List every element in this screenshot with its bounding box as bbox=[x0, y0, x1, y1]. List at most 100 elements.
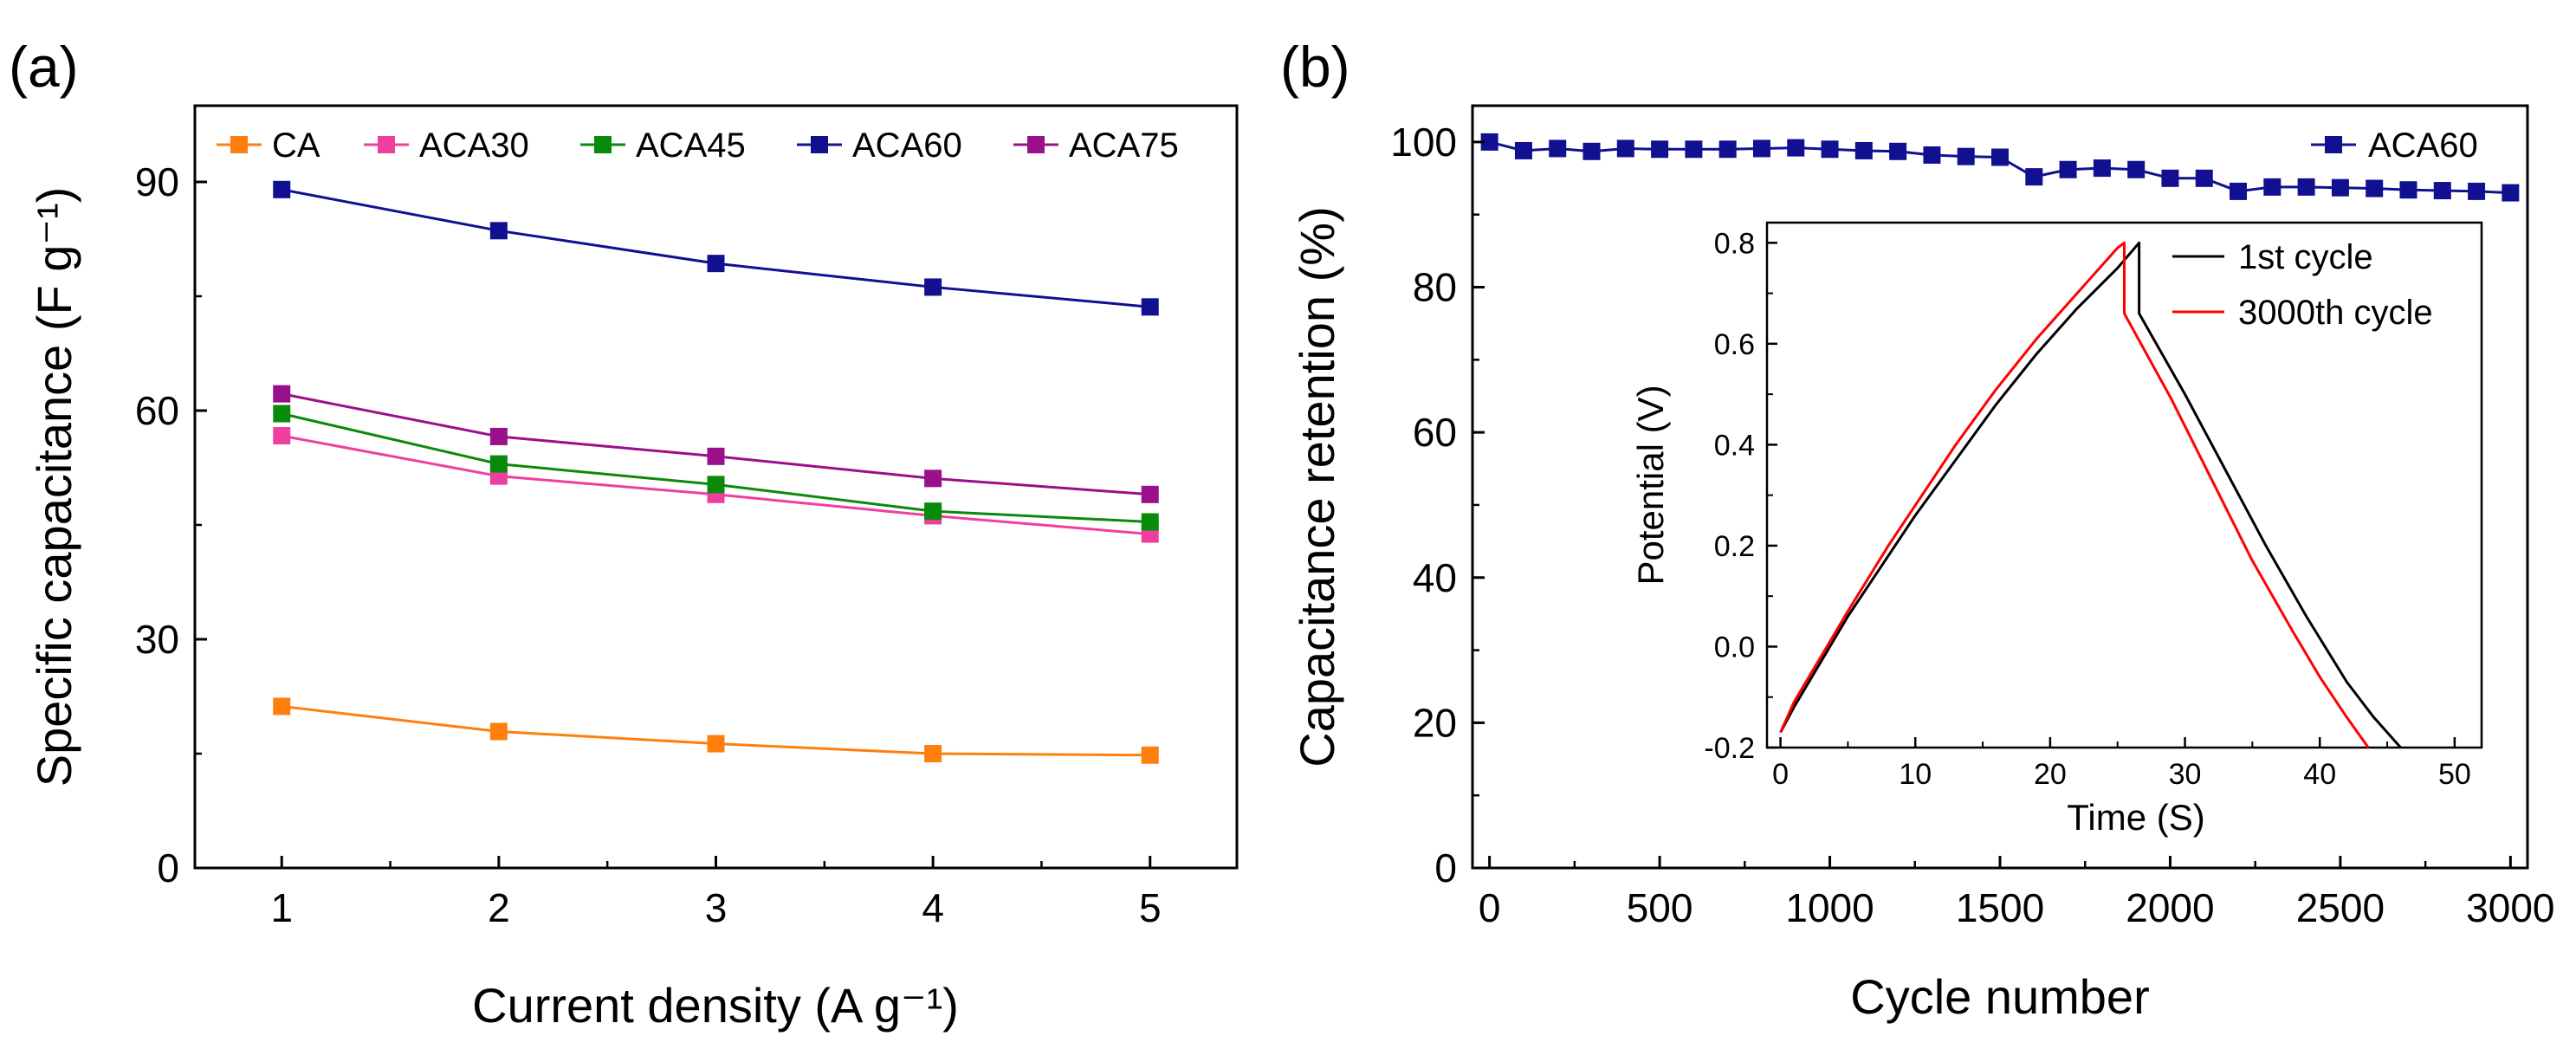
data-point-ACA60 bbox=[1923, 146, 1941, 164]
data-point-ACA60 bbox=[2502, 184, 2520, 202]
data-point-ACA45 bbox=[924, 502, 942, 521]
x-tick-label: 2500 bbox=[2296, 885, 2385, 930]
chart-a-xlabel: Current density (A g⁻¹) bbox=[472, 978, 959, 1033]
chart-b-xlabel: Cycle number bbox=[1850, 969, 2149, 1024]
data-point-CA bbox=[707, 735, 725, 753]
panel-a-label: (a) bbox=[9, 35, 79, 99]
legend-label-CA: CA bbox=[272, 126, 320, 165]
legend-marker-ACA45 bbox=[594, 136, 612, 153]
data-point-ACA60 bbox=[2468, 182, 2486, 200]
data-point-ACA45 bbox=[273, 405, 291, 423]
y-tick-label: 0 bbox=[1434, 845, 1457, 890]
inset-y-tick-label: 0.2 bbox=[1714, 530, 1755, 563]
inset-series-line-3000th-cycle bbox=[1779, 241, 2370, 748]
inset-y-tick-label: 0.0 bbox=[1714, 631, 1755, 664]
data-point-ACA60 bbox=[2366, 179, 2384, 198]
data-point-ACA60 bbox=[1582, 142, 1601, 160]
data-point-ACA60 bbox=[2059, 160, 2077, 178]
x-tick-label: 5 bbox=[1139, 885, 1162, 930]
data-point-CA bbox=[273, 697, 291, 716]
x-tick-label: 3 bbox=[705, 885, 728, 930]
x-tick-label: 2000 bbox=[2126, 885, 2214, 930]
data-point-ACA60 bbox=[273, 180, 291, 198]
chart-b-ylabel: Capacitance retention (%) bbox=[1290, 206, 1344, 767]
chart-a: 1 2 3 4 5 0 30 60 90 CA ACA30 ACA45 ACA60 ACA75 Curr… bbox=[27, 104, 1239, 1033]
inset-y-tick-label: 0.6 bbox=[1714, 328, 1755, 361]
inset-y-tick-label: 0.4 bbox=[1714, 429, 1755, 462]
legend-label-ACA45: ACA45 bbox=[636, 126, 746, 165]
data-point-ACA60 bbox=[1889, 142, 1907, 160]
legend-marker-ACA75 bbox=[1027, 136, 1045, 153]
y-tick-label: 100 bbox=[1390, 120, 1457, 165]
x-tick-label: 1 bbox=[270, 885, 293, 930]
panel-b-label: (b) bbox=[1280, 35, 1350, 99]
data-point-ACA60 bbox=[2297, 178, 2315, 196]
data-point-ACA75 bbox=[707, 447, 725, 465]
data-point-ACA30 bbox=[273, 427, 291, 445]
data-point-ACA60 bbox=[1651, 140, 1669, 159]
data-point-ACA75 bbox=[924, 469, 942, 488]
data-point-ACA60 bbox=[2331, 178, 2349, 197]
legend-marker-ACA30 bbox=[378, 136, 395, 153]
data-point-ACA60 bbox=[2263, 178, 2282, 196]
series-line-ACA45 bbox=[281, 412, 1150, 523]
legend-marker-ACA60 bbox=[2325, 136, 2342, 153]
data-point-CA bbox=[489, 722, 508, 741]
x-tick-label: 1000 bbox=[1785, 885, 1874, 930]
chart-a-ylabel: Specific capacitance (F g⁻¹) bbox=[27, 187, 81, 787]
legend-label-ACA75: ACA75 bbox=[1069, 126, 1179, 165]
inset-x-tick-label: 40 bbox=[2303, 758, 2336, 791]
data-point-CA bbox=[1141, 746, 1159, 764]
x-tick-label: 0 bbox=[1479, 885, 1501, 930]
chart-a-legend: CA ACA30 ACA45 ACA60 ACA75 bbox=[217, 126, 1179, 165]
y-tick-label: 60 bbox=[135, 388, 179, 433]
legend-marker-CA bbox=[230, 136, 248, 153]
data-point-ACA60 bbox=[1752, 139, 1770, 158]
data-point-ACA60 bbox=[2161, 169, 2179, 187]
inset-legend-label-1st-cycle: 1st cycle bbox=[2238, 238, 2373, 276]
legend-label-ACA60: ACA60 bbox=[2368, 126, 2478, 165]
x-tick-label: 3000 bbox=[2466, 885, 2554, 930]
data-point-ACA75 bbox=[489, 427, 508, 445]
chart-inset: 0 10 20 30 40 50 -0.2 0.0 0.2 0.4 0.6 0.8 1st cycle… bbox=[1630, 221, 2483, 838]
data-point-ACA60 bbox=[1616, 139, 1634, 158]
data-point-ACA60 bbox=[1821, 140, 1839, 159]
inset-x-tick-label: 0 bbox=[1772, 758, 1789, 791]
data-point-ACA60 bbox=[707, 255, 725, 273]
data-point-ACA60 bbox=[2230, 182, 2248, 200]
data-point-ACA60 bbox=[924, 278, 942, 296]
inset-x-tick-label: 10 bbox=[1899, 758, 1932, 791]
chart-inset-xlabel: Time (S) bbox=[2067, 797, 2204, 838]
inset-y-tick-label: -0.2 bbox=[1704, 732, 1755, 765]
data-point-CA bbox=[924, 745, 942, 762]
inset-y-tick-label: 0.8 bbox=[1714, 227, 1755, 260]
chart-inset-ylabel: Potential (V) bbox=[1630, 385, 1671, 585]
x-tick-label: 2 bbox=[488, 885, 510, 930]
x-tick-label: 500 bbox=[1627, 885, 1693, 930]
inset-x-tick-label: 30 bbox=[2169, 758, 2202, 791]
data-point-ACA45 bbox=[489, 455, 508, 473]
data-point-ACA60 bbox=[1991, 148, 2009, 166]
data-point-ACA60 bbox=[1854, 141, 1873, 159]
y-tick-label: 80 bbox=[1413, 265, 1457, 310]
series-line-ACA60 bbox=[281, 188, 1150, 308]
data-point-ACA60 bbox=[2433, 182, 2451, 200]
data-point-ACA60 bbox=[2127, 160, 2146, 178]
data-point-ACA60 bbox=[1514, 141, 1532, 159]
y-tick-label: 0 bbox=[157, 845, 179, 890]
data-point-ACA60 bbox=[2399, 181, 2417, 199]
data-point-ACA60 bbox=[1787, 139, 1805, 157]
y-tick-label: 30 bbox=[135, 617, 179, 662]
legend-marker-ACA60 bbox=[811, 136, 828, 153]
y-tick-label: 60 bbox=[1413, 410, 1457, 455]
inset-legend-label-3000th-cycle: 3000th cycle bbox=[2238, 294, 2433, 332]
data-point-ACA75 bbox=[1141, 485, 1159, 503]
data-point-ACA60 bbox=[1141, 298, 1159, 316]
data-point-ACA45 bbox=[1141, 513, 1159, 531]
data-point-ACA60 bbox=[1957, 147, 1975, 165]
data-point-ACA60 bbox=[2093, 159, 2111, 178]
inset-x-tick-label: 50 bbox=[2438, 758, 2471, 791]
data-point-ACA60 bbox=[489, 222, 508, 240]
